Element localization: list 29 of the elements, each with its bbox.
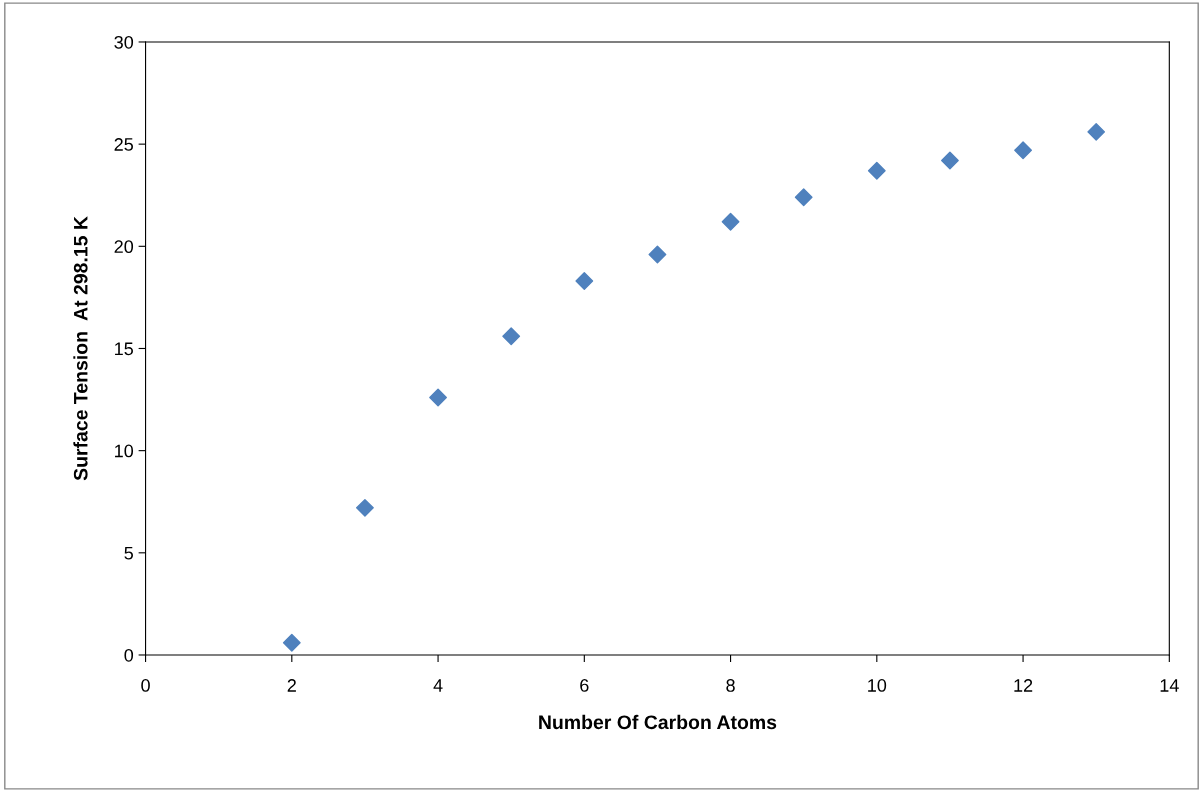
x-tick-label: 14	[1160, 679, 1179, 692]
x-tick-label: 4	[433, 679, 443, 692]
x-tick-label: 2	[287, 679, 296, 692]
point	[575, 272, 594, 290]
y-tick-label: 0	[124, 648, 134, 662]
point	[502, 327, 521, 346]
y-tick-label: 10	[115, 444, 134, 458]
x-tick-label: 12	[1014, 679, 1033, 692]
x-tick-label: 6	[580, 679, 589, 692]
point	[867, 161, 886, 180]
y-tick-label: 15	[115, 342, 133, 356]
y-tick-label: 30	[114, 35, 134, 49]
x-tick-label: 0	[141, 679, 150, 692]
y-axis-title: Surface Tension At 298.15 K	[73, 216, 88, 481]
x-tick-label: 8	[726, 679, 735, 692]
point	[356, 498, 374, 517]
point	[941, 151, 959, 170]
y-tick-label: 25	[114, 138, 133, 151]
point	[794, 188, 813, 207]
point	[648, 245, 667, 264]
point	[1087, 122, 1106, 141]
y-tick-label: 20	[114, 240, 134, 254]
point	[1014, 141, 1032, 160]
point	[429, 388, 447, 407]
point	[282, 633, 301, 652]
point	[721, 212, 740, 231]
x-axis-title: Number Of Carbon Atoms	[539, 714, 777, 730]
y-tick-label: 5	[124, 546, 133, 560]
x-tick-label: 10	[868, 679, 887, 692]
